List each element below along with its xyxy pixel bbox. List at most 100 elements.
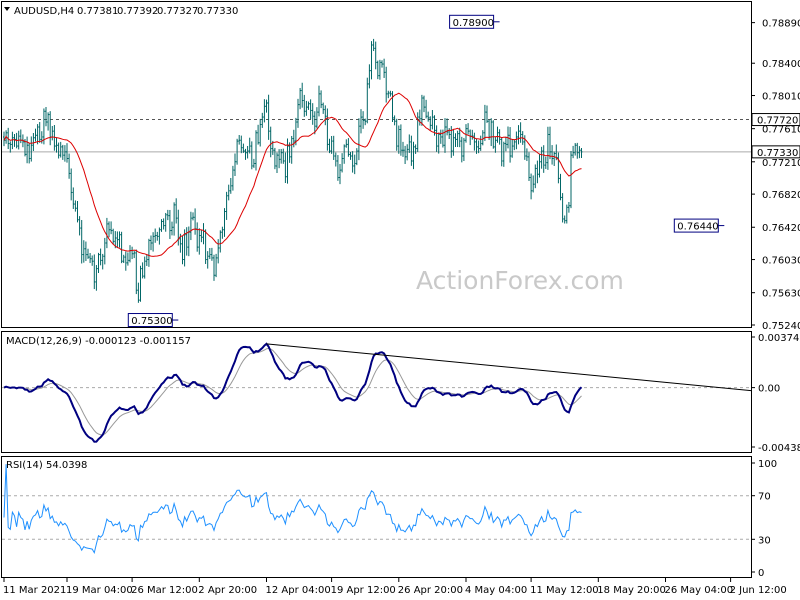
candle [269, 126, 272, 158]
candle [345, 139, 348, 148]
candle [103, 237, 106, 265]
level-label-box [751, 145, 800, 159]
candle [45, 106, 47, 127]
candle [322, 102, 325, 114]
candle [477, 140, 480, 154]
candle [515, 131, 518, 150]
candle [355, 148, 358, 166]
candle [360, 109, 362, 134]
candle [112, 228, 115, 245]
candle [542, 145, 545, 173]
candle [570, 150, 572, 209]
price-callout: 0.75300 [127, 313, 179, 328]
candle [486, 105, 488, 123]
candle [173, 202, 176, 236]
candle [189, 211, 192, 241]
ohlc-close: 0.77330 [197, 6, 238, 17]
candle [540, 146, 543, 169]
macd-trendline [266, 343, 752, 392]
candle [36, 124, 39, 145]
candle [399, 124, 402, 156]
price-tick-label: 0.76420 [762, 223, 800, 234]
candle [84, 241, 87, 262]
candle [181, 235, 184, 265]
candle [240, 135, 243, 154]
candle [194, 208, 197, 235]
macd-tick-label: 0.003742 [758, 333, 800, 344]
candle [351, 151, 354, 173]
price-callout: 0.78900 [449, 14, 500, 29]
candle [202, 223, 205, 245]
candle [490, 118, 493, 147]
candle [513, 139, 516, 151]
candle [530, 173, 533, 200]
candle [460, 136, 463, 163]
candle [9, 141, 12, 153]
candle [525, 148, 528, 162]
candle [80, 220, 83, 264]
candle [19, 129, 22, 144]
candle [315, 107, 318, 129]
candle [227, 184, 230, 201]
candle [89, 252, 92, 264]
candle [294, 117, 297, 146]
candle [126, 252, 129, 266]
candle [462, 137, 465, 161]
candle [494, 136, 497, 153]
candle [282, 148, 285, 164]
candle [259, 118, 262, 147]
candle [122, 254, 125, 264]
candle [185, 227, 188, 256]
candle [162, 218, 165, 230]
x-tick-label: 4 May 04:00 [465, 585, 527, 596]
candle [93, 254, 96, 290]
candle [101, 253, 104, 270]
candle [164, 212, 167, 232]
candle [381, 60, 383, 68]
candle [131, 246, 134, 260]
macd-label: MACD(12,26,9) -0.000123 -0.001157 [6, 336, 191, 347]
candle [465, 124, 467, 143]
candle [299, 87, 302, 110]
candle [171, 221, 173, 236]
rsi-pane [1, 456, 752, 578]
candle [42, 108, 45, 145]
candle [511, 139, 514, 158]
candle [420, 94, 423, 126]
candle [280, 148, 283, 164]
candle [389, 90, 392, 97]
ma-line [3, 92, 582, 257]
candle [91, 255, 94, 266]
candle [456, 130, 459, 148]
candle [412, 141, 415, 170]
x-tick-label: 26 Mar 12:00 [131, 585, 198, 596]
candle [278, 149, 281, 169]
candle [175, 198, 178, 224]
candle [500, 137, 503, 167]
candle [223, 208, 226, 237]
rsi-label: RSI(14) 54.0398 [6, 460, 87, 471]
candle [324, 105, 327, 126]
candle [215, 253, 218, 278]
symbol-dropdown-icon[interactable] [4, 7, 10, 11]
candle [565, 204, 568, 224]
candle [536, 160, 539, 184]
candle [231, 165, 234, 191]
x-tick-label: 11 May 12:00 [530, 585, 599, 596]
candle [160, 219, 163, 232]
candle [32, 132, 35, 151]
candle [435, 125, 438, 152]
candle [156, 231, 159, 241]
candle [213, 254, 215, 281]
candle [150, 235, 152, 251]
candle [406, 144, 409, 161]
candle [467, 123, 470, 135]
candle [481, 130, 484, 146]
candle [444, 118, 446, 153]
candle [336, 155, 339, 181]
candle [475, 138, 478, 154]
candle [116, 231, 119, 248]
candle [425, 99, 428, 119]
candle [108, 221, 110, 238]
candle [410, 135, 413, 166]
